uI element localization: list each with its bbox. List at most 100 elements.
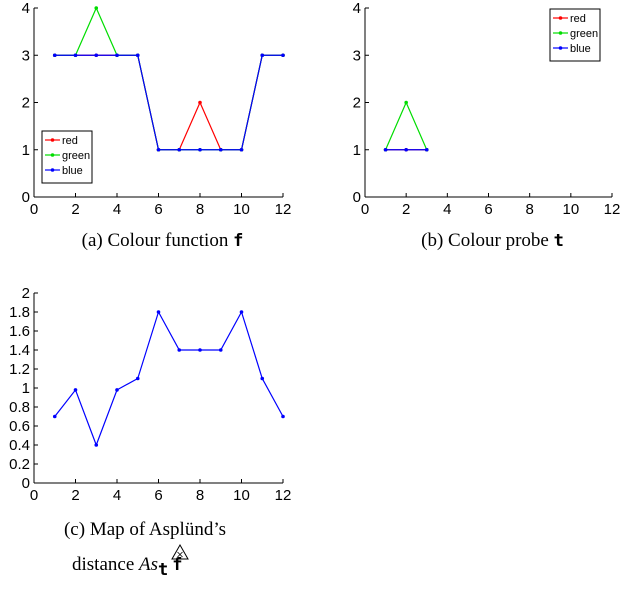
series-line-point: [73, 388, 78, 392]
x-tick-label: 12: [275, 487, 292, 504]
y-tick-label: 0.8: [9, 399, 30, 416]
series-blue-line: [54, 54, 283, 151]
series-green-point: [94, 6, 99, 10]
triangle-operator-icon: [171, 543, 189, 560]
legend: red green blue: [41, 130, 93, 184]
series-line-line: [54, 310, 284, 447]
series-red-point: [198, 100, 202, 105]
series-line-point: [260, 376, 265, 381]
x-tick-label: 2: [71, 201, 79, 218]
series-blue-point: [281, 53, 285, 58]
series-line-point: [281, 414, 285, 419]
series-line-point: [239, 310, 244, 314]
legend-marker-red: [558, 16, 563, 20]
y-tick-label: 3: [353, 47, 361, 64]
caption-prefix: distance: [72, 554, 139, 575]
caption: (b) Colour probe t: [421, 230, 564, 251]
caption-prefix: (a) Colour function: [82, 230, 233, 251]
x-tick-label: 10: [562, 201, 579, 218]
series-line-point: [135, 376, 140, 381]
y-tick-label: 1: [22, 380, 30, 397]
y-tick-label: 2: [353, 95, 361, 112]
y-tick-label: 0: [22, 475, 30, 492]
series-blue-point: [73, 53, 78, 58]
x-tick-label: 6: [154, 487, 162, 504]
x-tick-label: 12: [604, 201, 621, 218]
series-blue-point: [156, 147, 161, 152]
legend-label-red: red: [62, 135, 78, 147]
series-green-line: [385, 100, 428, 150]
x-tick-label: 6: [484, 201, 492, 218]
x-tick-label: 12: [275, 201, 292, 218]
x-tick-label: 10: [233, 487, 250, 504]
x-tick-label: 0: [30, 487, 38, 504]
caption-symbol: f: [233, 231, 243, 251]
x-tick-label: 8: [196, 487, 204, 504]
series-line-point: [156, 310, 161, 314]
y-tick-label: 1: [353, 142, 361, 159]
series-blue-point: [383, 147, 388, 152]
series-blue-point: [404, 147, 408, 152]
caption-symbol: t: [554, 231, 564, 251]
x-tick-label: 0: [361, 201, 369, 218]
x-tick-label: 2: [402, 201, 410, 218]
y-tick-label: 0: [22, 189, 30, 206]
chart-panel-c: 0 2 4 6 8 10 1200.20.40.60.811.21.41.61.82(c) …: [9, 285, 291, 580]
y-tick-label: 1.4: [9, 342, 30, 359]
y-tick-label: 0: [353, 189, 361, 206]
x-tick-label: 4: [113, 487, 121, 504]
series-blue-point: [239, 147, 244, 152]
series-line-point: [94, 443, 99, 447]
x-tick-label: 4: [443, 201, 451, 218]
caption-subscript: t: [158, 560, 168, 580]
legend-marker-blue: [50, 168, 55, 172]
y-tick-label: 0.6: [9, 418, 30, 435]
x-tick-label: 2: [71, 487, 79, 504]
series-blue-point: [218, 147, 223, 152]
series-line-point: [218, 348, 223, 352]
x-tick-label: 8: [196, 201, 204, 218]
legend-label-blue: blue: [62, 165, 83, 177]
x-tick-label: 0: [30, 201, 38, 218]
caption-line2: distance Ast f: [72, 554, 183, 580]
x-tick-label: 8: [525, 201, 533, 218]
legend-label-green: green: [62, 150, 90, 162]
series-green-line: [54, 6, 283, 151]
series-line-point: [198, 348, 202, 352]
series-blue-point: [94, 53, 99, 58]
series-green-point: [404, 100, 408, 105]
y-tick-label: 3: [22, 47, 30, 64]
y-tick-label: 4: [353, 0, 361, 17]
y-tick-label: 1.6: [9, 323, 30, 340]
y-tick-label: 2: [22, 285, 30, 302]
series-blue-point: [135, 53, 140, 58]
caption-math: As: [137, 554, 158, 575]
series-blue-point: [177, 147, 182, 152]
y-tick-label: 1.2: [9, 361, 30, 378]
series-line-point: [115, 388, 119, 392]
legend-label-red: red: [570, 13, 586, 25]
y-tick-label: 4: [22, 0, 30, 17]
y-tick-label: 0.4: [9, 437, 30, 454]
legend-marker-green: [50, 153, 55, 157]
x-tick-label: 10: [233, 201, 250, 218]
legend-marker-blue: [558, 46, 563, 50]
legend-label-blue: blue: [570, 43, 591, 55]
caption-line1: (c) Map of Asplünd’s: [64, 519, 226, 540]
y-tick-label: 1: [22, 142, 30, 159]
y-tick-label: 0.2: [9, 456, 30, 473]
series-blue-point: [52, 53, 57, 58]
legend-marker-green: [558, 31, 563, 35]
caption: (a) Colour function f: [82, 230, 244, 251]
caption-symbol: f: [172, 555, 182, 575]
legend: red green blue: [549, 8, 601, 62]
legend-marker-red: [50, 138, 55, 142]
series-line-point: [177, 348, 182, 352]
x-tick-label: 6: [154, 201, 162, 218]
series-blue-point: [198, 147, 202, 152]
series-blue-point: [424, 147, 429, 152]
caption-prefix: (b) Colour probe: [421, 230, 553, 251]
series-blue-point: [115, 53, 119, 58]
y-tick-label: 1.8: [9, 304, 30, 321]
